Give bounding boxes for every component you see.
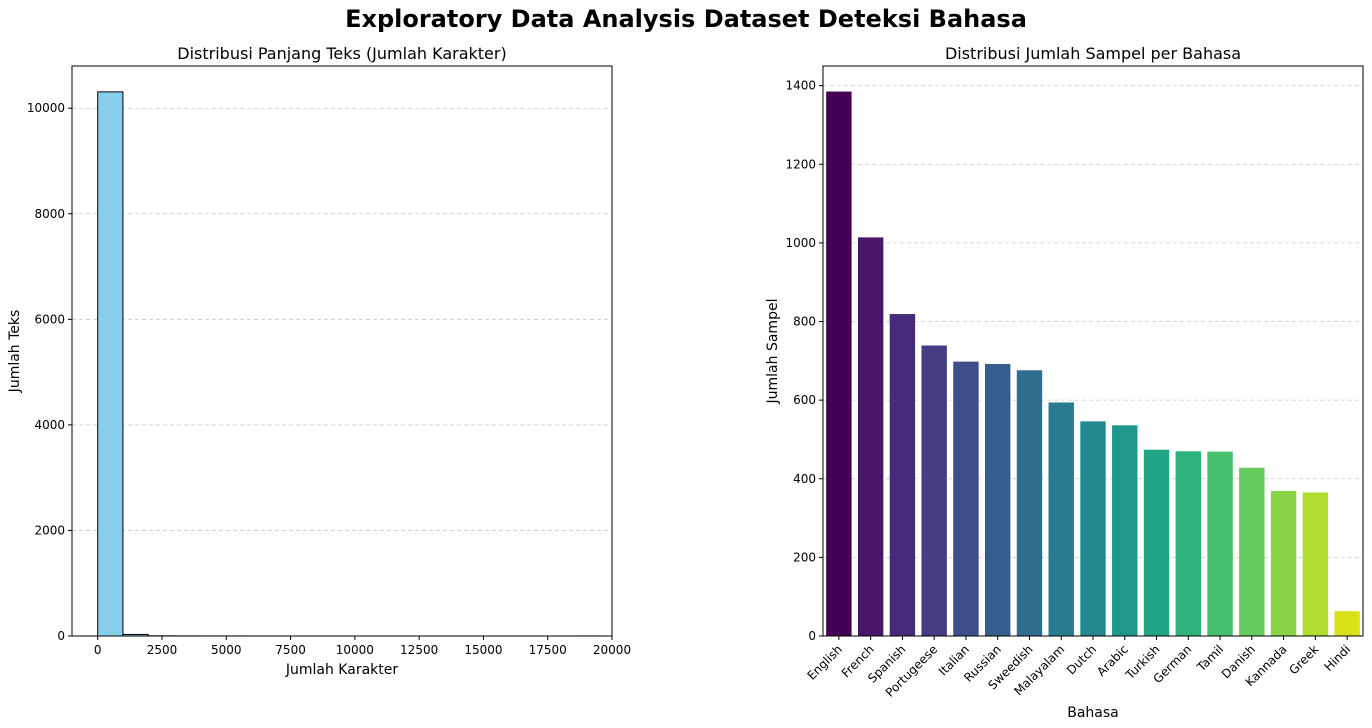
bar-malayalam — [1048, 402, 1074, 636]
histogram-y-tick-label: 10000 — [27, 101, 65, 115]
histogram-x-ticks: 0 2500 5000 7500 10000 12500 15000 17500 20000 — [94, 636, 631, 657]
histogram-y-label: Jumlah Teks — [7, 310, 23, 394]
bar-russian — [985, 363, 1011, 636]
histogram-x-tick-label: 7500 — [275, 643, 306, 657]
bar-italian — [953, 361, 979, 636]
bar-german — [1175, 451, 1201, 636]
bar-chart-y-tick-label: 0 — [808, 629, 816, 643]
histogram-title: Distribusi Panjang Teks (Jumlah Karakter… — [177, 44, 506, 63]
histogram-x-label: Jumlah Karakter — [285, 662, 398, 678]
language-bar-panel: Distribusi Jumlah Sampel per Bahasa Engl… — [765, 44, 1364, 721]
histogram-y-tick-label: 8000 — [34, 207, 65, 221]
bar-sweedish — [1016, 370, 1043, 636]
histogram-bars — [97, 91, 603, 637]
histogram-gridlines — [72, 107, 612, 637]
histogram-x-tick-label: 17500 — [529, 643, 567, 657]
bar-tamil — [1207, 451, 1233, 636]
bar-chart-y-tick-label: 800 — [793, 315, 816, 329]
histogram-bar — [97, 91, 124, 637]
bar-chart-y-label: Jumlah Sampel — [765, 299, 781, 405]
bar-danish — [1239, 467, 1265, 636]
histogram-panel: Distribusi Panjang Teks (Jumlah Karakter… — [7, 44, 631, 678]
bar-chart-bars — [826, 91, 1360, 636]
bar-chart-x-label: Bahasa — [1067, 705, 1119, 721]
bar-dutch — [1080, 421, 1106, 636]
figure-suptitle: Exploratory Data Analysis Dataset Deteks… — [345, 5, 1027, 33]
histogram-x-tick-label: 2500 — [147, 643, 178, 657]
bar-portugeese — [921, 345, 947, 636]
bar-chart-x-tick-label: Hindi — [1321, 642, 1353, 674]
histogram-y-tick-label: 6000 — [34, 312, 65, 326]
histogram-axes-frame — [71, 65, 613, 637]
histogram-x-tick-label: 20000 — [593, 643, 631, 657]
bar-hindi — [1334, 611, 1360, 636]
histogram-y-tick-label: 4000 — [34, 418, 65, 432]
histogram-x-tick-label: 10000 — [336, 643, 374, 657]
bar-chart-y-tick-label: 1400 — [785, 79, 816, 93]
bar-arabic — [1112, 425, 1138, 636]
bar-chart-x-tick-label: Dutch — [1064, 642, 1099, 677]
bar-chart-y-tick-label: 1000 — [785, 236, 816, 250]
bar-kannada — [1270, 490, 1297, 636]
bar-french — [857, 237, 884, 636]
bar-chart-y-ticks: 0 200 400 600 800 1000 1200 1400 — [785, 79, 823, 643]
bar-greek — [1302, 492, 1329, 636]
histogram-x-tick-label: 12500 — [400, 643, 438, 657]
histogram-y-tick-label: 0 — [57, 629, 65, 643]
histogram-y-ticks: 0 2000 4000 6000 8000 10000 — [27, 101, 72, 643]
bar-chart-x-ticks: EnglishFrenchSpanishPortugeeseItalianRus… — [804, 636, 1353, 700]
bar-chart-y-tick-label: 600 — [793, 393, 816, 407]
bar-chart-y-tick-label: 200 — [793, 550, 816, 564]
histogram-y-tick-label: 2000 — [34, 523, 65, 537]
bar-chart-title: Distribusi Jumlah Sampel per Bahasa — [945, 44, 1241, 63]
bar-english — [826, 91, 852, 636]
bar-chart-x-tick-label: Greek — [1286, 642, 1321, 677]
histogram-x-tick-label: 15000 — [464, 643, 502, 657]
bar-turkish — [1143, 449, 1170, 636]
bar-spanish — [889, 314, 916, 636]
bar-chart-y-tick-label: 1200 — [785, 157, 816, 171]
histogram-x-tick-label: 0 — [94, 643, 102, 657]
histogram-x-tick-label: 5000 — [211, 643, 242, 657]
bar-chart-y-tick-label: 400 — [793, 472, 816, 486]
bar-chart-x-tick-label: English — [804, 642, 845, 683]
